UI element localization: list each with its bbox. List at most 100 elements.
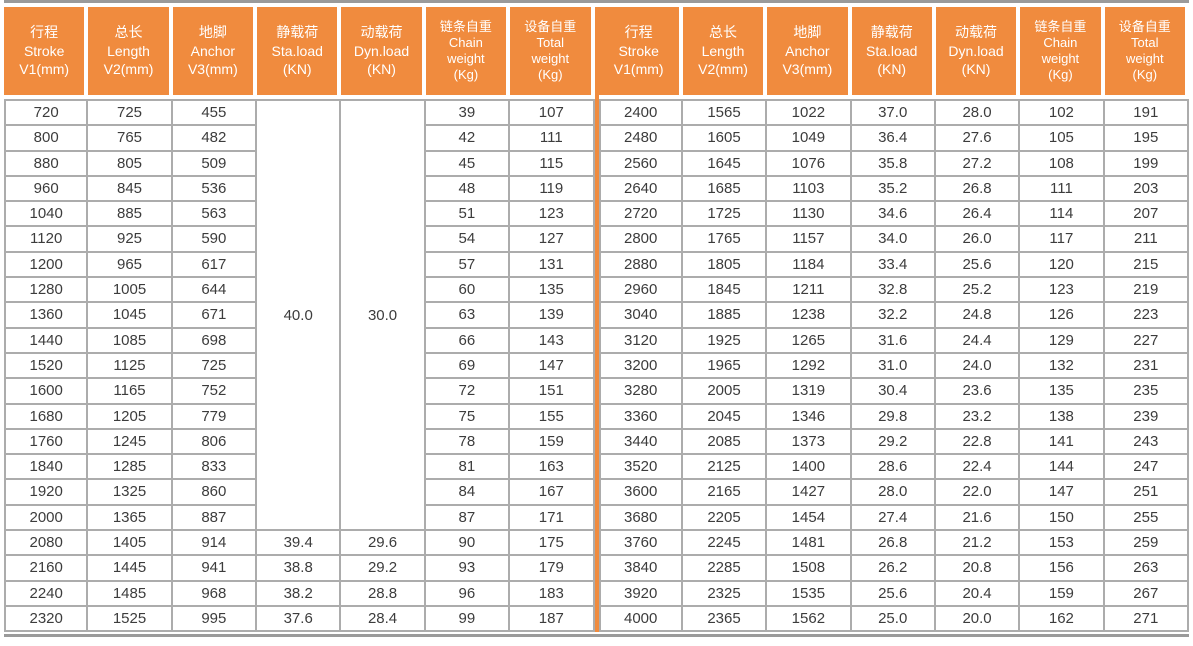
cell-chain-weight: 132	[1020, 353, 1105, 380]
cell-sta-load: 37.6	[257, 606, 342, 633]
table-row: 1760 1245 806 78 159	[4, 429, 595, 456]
cell-dyn-load: 20.4	[935, 581, 1021, 607]
cell-anchor: 1346	[767, 404, 852, 430]
header-sta-load-left: 静载荷 Sta.load (KN)	[257, 7, 342, 99]
cell-anchor: 887	[172, 505, 258, 532]
header-line: 设备自重	[524, 19, 577, 35]
header-line: (Kg)	[538, 66, 563, 82]
table-row: 3760 2245 1481 26.8 21.2 153 259	[598, 531, 1189, 557]
cell-total-weight: 163	[510, 455, 595, 481]
cell-anchor: 671	[172, 303, 258, 329]
cell-anchor: 1481	[767, 531, 852, 557]
cell-length: 1765	[682, 227, 768, 253]
table-row: 2880 1805 1184 33.4 25.6 120 215	[598, 252, 1189, 279]
table-row: 3680 2205 1454 27.4 21.6 150 255	[598, 505, 1189, 532]
cell-sta-load: 28.6	[851, 455, 936, 481]
cell-total-weight: 171	[510, 505, 595, 532]
cell-dyn-load: 23.6	[935, 379, 1021, 405]
cell-sta-load: 34.6	[851, 202, 936, 228]
cell-stroke: 3680	[598, 505, 683, 532]
header-line: V1(mm)	[19, 61, 70, 78]
cell-stroke: 1840	[4, 455, 89, 481]
cell-stroke: 3520	[598, 455, 683, 481]
cell-anchor: 833	[172, 455, 258, 481]
cell-total-weight: 107	[510, 99, 595, 127]
cell-stroke: 2160	[4, 556, 89, 582]
table-halves-container: 行程 Stroke V1(mm) 总长 Length V2(mm) 地脚 Anchor V3(m…	[4, 7, 1189, 633]
cell-stroke: 3600	[598, 480, 683, 506]
table-row: 3840 2285 1508 26.2 20.8 156 263	[598, 556, 1189, 582]
cell-stroke: 3840	[598, 556, 683, 582]
header-line: 链条自重	[1034, 19, 1087, 35]
header-line: (Kg)	[1132, 66, 1158, 82]
table-row: 3600 2165 1427 28.0 22.0 147 251	[598, 480, 1189, 506]
header-anchor-right: 地脚 Anchor V3(mm)	[767, 7, 852, 99]
cell-total-weight: 203	[1104, 176, 1189, 203]
table-row: 1440 1085 698 66 143	[4, 328, 595, 354]
cell-anchor: 941	[172, 556, 258, 582]
table-row: 3120 1925 1265 31.6 24.4 129 227	[598, 328, 1189, 354]
cell-total-weight: 259	[1104, 531, 1189, 557]
cell-total-weight: 227	[1104, 328, 1189, 354]
cell-dyn-load-merged: 30.0	[341, 99, 426, 532]
cell-anchor: 455	[172, 99, 258, 127]
cell-anchor: 1103	[767, 176, 852, 203]
table-row: 3200 1965 1292 31.0 24.0 132 231	[598, 353, 1189, 380]
header-sta-load-right: 静载荷 Sta.load (KN)	[851, 7, 936, 99]
cell-dyn-load: 26.8	[935, 176, 1021, 203]
cell-total-weight: 239	[1104, 404, 1189, 430]
cell-stroke: 2400	[598, 99, 683, 127]
header-line: V2(mm)	[698, 61, 748, 78]
cell-stroke: 880	[4, 151, 89, 177]
cell-total-weight: 235	[1104, 379, 1189, 405]
cell-length: 1925	[682, 328, 768, 354]
cell-stroke: 960	[4, 176, 89, 203]
cell-stroke: 2720	[598, 202, 683, 228]
cell-dyn-load: 22.8	[935, 429, 1021, 456]
cell-length: 2005	[682, 379, 768, 405]
table-row: 2240 1485 968 38.2 28.8 96 183	[4, 581, 595, 607]
cell-anchor: 1319	[767, 379, 852, 405]
cell-chain-weight: 105	[1020, 126, 1105, 152]
table-row: 1360 1045 671 63 139	[4, 303, 595, 329]
header-line: (KN)	[877, 61, 907, 78]
header-line: (KN)	[367, 61, 396, 78]
header-line: Stroke	[618, 42, 659, 59]
cell-total-weight: 135	[510, 278, 595, 304]
cell-anchor: 1508	[767, 556, 852, 582]
cell-total-weight: 147	[510, 353, 595, 380]
cell-length: 1005	[88, 278, 173, 304]
header-total-weight-right: 设备自重 Total weight (Kg)	[1104, 7, 1189, 99]
header-line: Length	[701, 42, 745, 59]
table-row: 1680 1205 779 75 155	[4, 404, 595, 430]
cell-total-weight: 119	[510, 176, 595, 203]
header-row: 行程 Stroke V1(mm) 总长 Length V2(mm) 地脚 Anchor V3(m…	[4, 7, 595, 99]
cell-total-weight: 255	[1104, 505, 1189, 532]
table-row: 1120 925 590 54 127	[4, 227, 595, 253]
header-line: Chain	[1043, 35, 1078, 51]
cell-sta-load: 34.0	[851, 227, 936, 253]
header-line: V1(mm)	[613, 61, 664, 78]
header-line: Anchor	[785, 42, 830, 59]
cell-anchor: 482	[172, 126, 258, 152]
cell-length: 965	[88, 252, 173, 279]
cell-anchor: 644	[172, 278, 258, 304]
cell-length: 1805	[682, 252, 768, 279]
cell-anchor: 1427	[767, 480, 852, 506]
table-row: 3280 2005 1319 30.4 23.6 135 235	[598, 379, 1189, 405]
cell-dyn-load: 20.8	[935, 556, 1021, 582]
cell-chain-weight: 84	[425, 480, 511, 506]
cell-chain-weight: 141	[1020, 429, 1105, 456]
cell-anchor: 806	[172, 429, 258, 456]
cell-total-weight: 215	[1104, 252, 1189, 279]
cell-anchor: 725	[172, 353, 258, 380]
cell-total-weight: 179	[510, 556, 595, 582]
cell-chain-weight: 159	[1020, 581, 1105, 607]
cell-anchor: 779	[172, 404, 258, 430]
cell-length: 1285	[88, 455, 173, 481]
cell-total-weight: 159	[510, 429, 595, 456]
header-line: 地脚	[198, 24, 227, 41]
cell-chain-weight: 126	[1020, 303, 1105, 329]
cell-length: 725	[88, 99, 173, 127]
cell-total-weight: 183	[510, 581, 595, 607]
